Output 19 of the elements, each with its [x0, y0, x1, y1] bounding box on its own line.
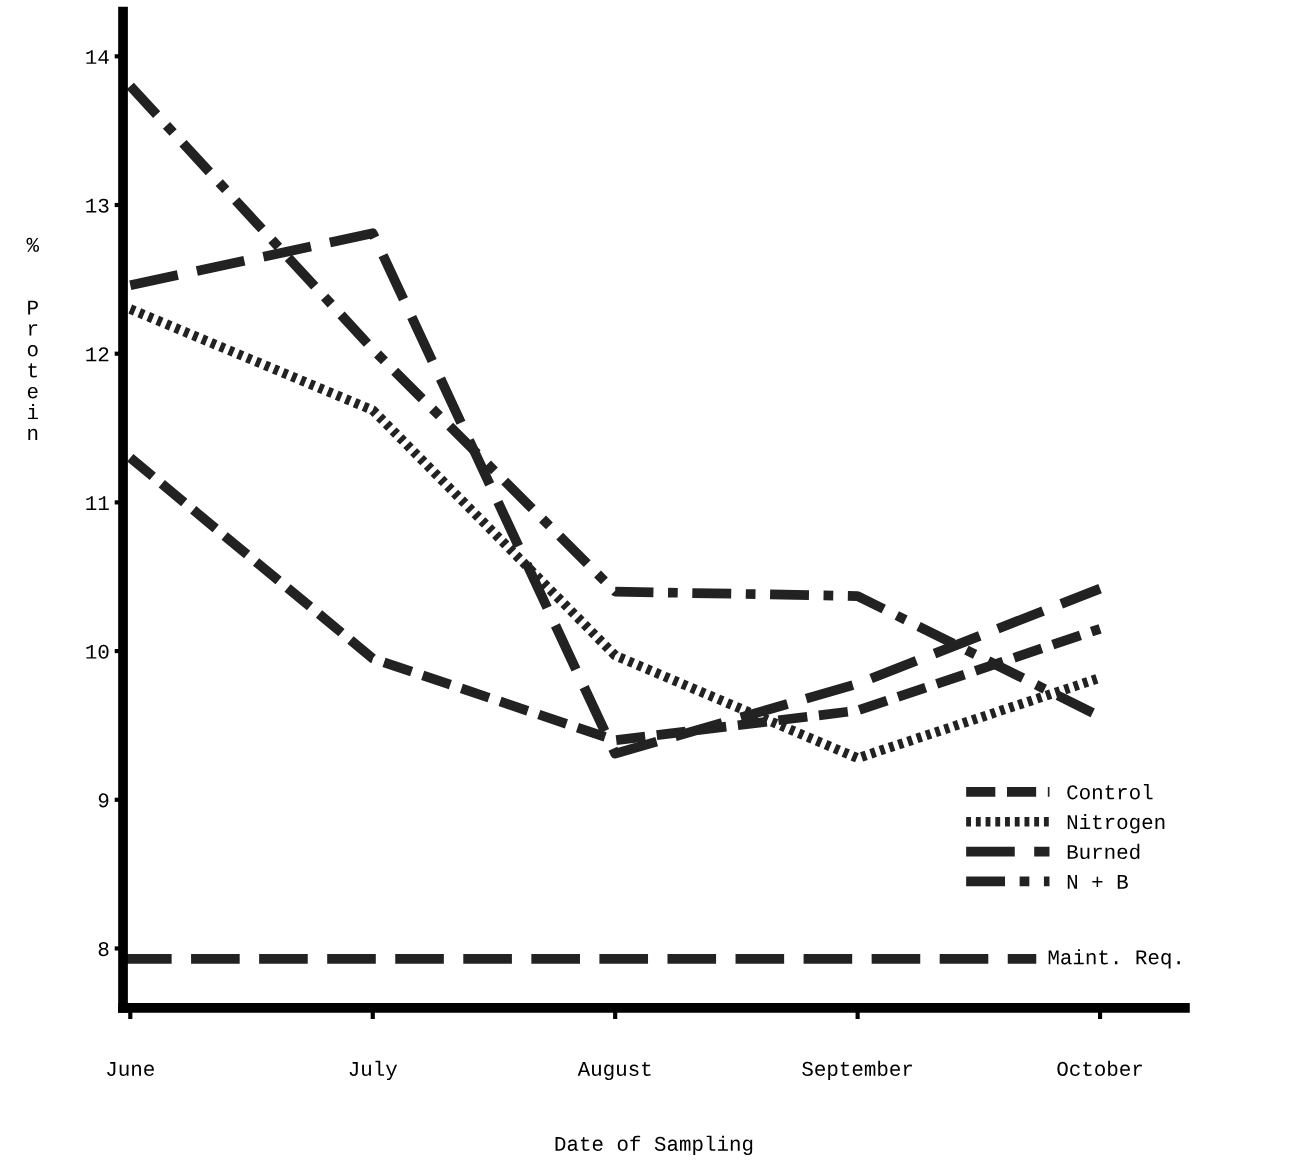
y-tick-label: 12 — [86, 347, 109, 362]
text: % Protein — [26, 237, 40, 441]
legend-label: Nitrogen — [1067, 813, 1165, 834]
x-tick-label: July — [349, 1060, 398, 1081]
y-tick-label: 11 — [86, 496, 109, 510]
y-tick-label: 13 — [86, 198, 109, 213]
x-tick-label: October — [1057, 1060, 1142, 1076]
x-tick-label: September — [802, 1060, 913, 1081]
x-tick-label: August — [577, 1061, 651, 1081]
legend-label: Burned — [1067, 843, 1140, 860]
legend-label: N + B — [1067, 874, 1128, 889]
legend-label: Control — [1067, 784, 1153, 800]
y-tick-label: 8 — [98, 942, 109, 957]
x-axis-title: Date of Sampling — [555, 1135, 753, 1156]
y-tick-label: 10 — [86, 644, 109, 659]
y-tick-label: 9 — [98, 793, 109, 808]
ref-line-label: Maint. Req. — [1048, 949, 1180, 969]
x-tick-label: June — [107, 1062, 154, 1076]
y-tick-label: 14 — [86, 50, 109, 64]
